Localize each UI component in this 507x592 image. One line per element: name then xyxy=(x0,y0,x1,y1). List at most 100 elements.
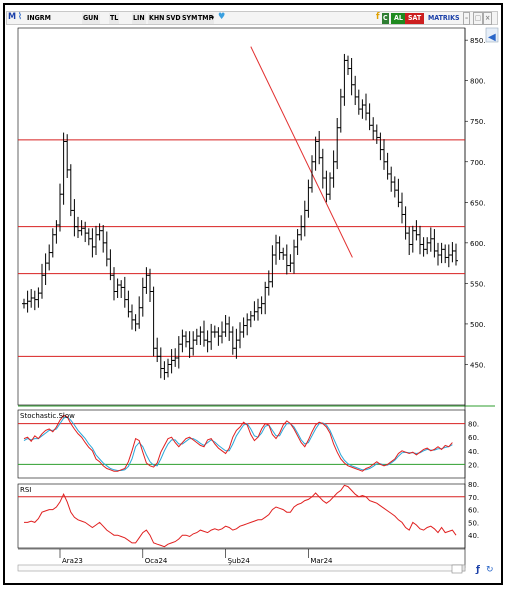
linear-button[interactable]: LIN xyxy=(132,13,146,24)
time-tick-label: Oca24 xyxy=(145,557,168,565)
ohlc-bar xyxy=(173,348,178,367)
price-tick-label: 700. xyxy=(470,159,486,167)
buy-button[interactable]: AL xyxy=(391,13,406,24)
ohlc-bar xyxy=(90,228,95,258)
ohlc-bar xyxy=(360,99,365,119)
stochastic-d-line xyxy=(23,416,453,471)
ohlc-bar xyxy=(320,148,325,189)
ohlc-bar xyxy=(446,244,451,268)
price-tick-label: 850. xyxy=(470,37,486,45)
tmp-button[interactable]: TMP xyxy=(197,13,215,24)
formula-icon[interactable]: ƒ xyxy=(475,565,480,575)
ohlc-bar xyxy=(302,200,307,237)
sell-button[interactable]: SAT xyxy=(405,13,425,24)
period-button[interactable]: GUN xyxy=(82,13,100,24)
ohlc-bar xyxy=(155,337,160,363)
matriks-logo: M xyxy=(8,12,17,22)
ohlc-bar xyxy=(198,326,203,346)
ohlc-bar xyxy=(295,229,300,256)
svd-button[interactable]: SVD xyxy=(165,13,182,24)
sym-button[interactable]: SYM xyxy=(181,13,199,24)
ohlc-bar xyxy=(338,88,343,133)
chart-type-icon[interactable]: ⌇ xyxy=(18,12,22,22)
ohlc-bar xyxy=(112,267,116,301)
ohlc-bar xyxy=(162,361,167,380)
ohlc-bar xyxy=(371,117,376,140)
ohlc-bar xyxy=(306,179,311,218)
ohlc-bar xyxy=(216,327,221,346)
ohlc-bar xyxy=(364,93,368,121)
price-tick-label: 650. xyxy=(470,199,486,207)
rsi-title: RSI xyxy=(20,486,31,494)
twitter-icon[interactable]: ♥ xyxy=(218,12,226,22)
stochastic-k-line xyxy=(23,414,453,472)
ohlc-bar xyxy=(346,55,350,76)
ohlc-bar xyxy=(238,322,242,349)
ohlc-bar xyxy=(425,237,430,255)
price-tick-label: 550. xyxy=(470,280,486,288)
ohlc-bar xyxy=(230,326,235,355)
maximize-icon[interactable]: □ xyxy=(473,12,483,25)
f-button[interactable]: f xyxy=(376,12,380,22)
time-tick-label: Mar24 xyxy=(310,557,333,565)
matriks-brand-label: MATRIKS xyxy=(428,14,460,22)
ohlc-bar xyxy=(227,316,232,341)
price-tick-label: 450. xyxy=(470,361,486,369)
close-icon[interactable]: × xyxy=(483,12,493,25)
ohlc-bar xyxy=(356,89,361,115)
ohlc-bar xyxy=(32,290,37,311)
time-tick-label: Şub24 xyxy=(228,557,251,565)
stochastic-tick-label: 80. xyxy=(468,421,479,429)
scroll-right-button[interactable] xyxy=(451,564,463,574)
ohlc-bar xyxy=(126,290,131,318)
ohlc-bar xyxy=(263,281,268,315)
ohlc-bar xyxy=(50,228,55,258)
ohlc-bar xyxy=(108,249,113,281)
ohlc-bar xyxy=(194,328,199,346)
ohlc-bar xyxy=(169,349,174,374)
ohlc-bar xyxy=(331,150,336,188)
stochastic-tick-label: 60. xyxy=(468,434,479,442)
ohlc-bar xyxy=(324,170,329,203)
ohlc-bar xyxy=(119,280,124,298)
currency-button[interactable]: TL xyxy=(109,13,120,24)
c-button[interactable]: C xyxy=(382,13,389,24)
chart-toolbar: M ⌇ INGRM GUN TL LIN KHN SVD SYM TMP ▾ ♥… xyxy=(6,11,498,25)
ohlc-bar xyxy=(277,236,282,260)
time-tick-label: Ara23 xyxy=(62,557,83,565)
ohlc-bar xyxy=(313,136,318,171)
ohlc-bar xyxy=(385,152,390,180)
ohlc-bar xyxy=(220,321,224,344)
refresh-icon[interactable]: ↻ xyxy=(486,565,494,575)
ohlc-bar xyxy=(245,313,250,336)
minimize-icon[interactable]: – xyxy=(463,12,471,25)
ohlc-bar xyxy=(209,323,214,350)
ohlc-bar xyxy=(281,247,286,260)
ohlc-bar xyxy=(407,226,412,256)
ohlc-bar xyxy=(184,331,188,348)
ohlc-bar xyxy=(36,287,41,308)
ohlc-bar xyxy=(122,276,127,308)
khn-button[interactable]: KHN xyxy=(148,13,166,24)
ohlc-bar xyxy=(133,314,138,332)
ohlc-bar xyxy=(104,231,109,267)
ohlc-bar xyxy=(47,244,52,271)
ohlc-bar xyxy=(378,132,383,161)
ohlc-bar xyxy=(144,267,149,294)
dropdown-arrow-icon[interactable]: ▾ xyxy=(211,14,215,22)
price-tick-label: 750. xyxy=(470,118,486,126)
symbol-label[interactable]: INGRM xyxy=(27,14,51,22)
expand-arrow-icon[interactable]: ◀ xyxy=(488,32,496,43)
ohlc-bar xyxy=(97,223,102,241)
rsi-tick-label: 80. xyxy=(468,481,479,489)
price-panel xyxy=(17,27,466,406)
ohlc-bar xyxy=(317,130,322,165)
ohlc-bar xyxy=(248,310,253,328)
rsi-panel xyxy=(17,483,466,549)
stochastic-tick-label: 40. xyxy=(468,448,479,456)
side-panel-toggle[interactable] xyxy=(485,27,499,43)
horizontal-scrollbar[interactable] xyxy=(17,564,466,572)
ohlc-bar xyxy=(374,124,379,144)
ohlc-bar xyxy=(266,270,271,296)
ohlc-bar xyxy=(205,330,210,353)
